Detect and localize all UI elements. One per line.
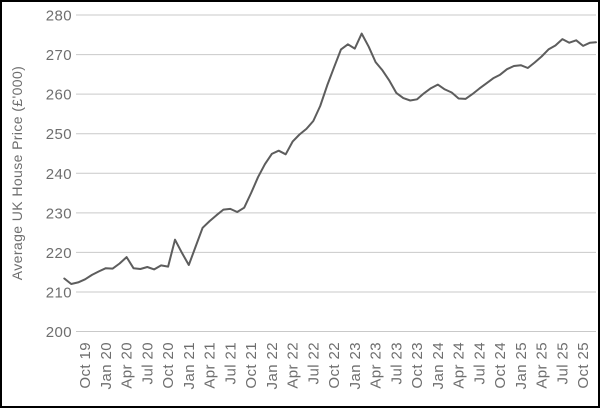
- x-axis-tick-labels: Oct 19 Jan 20 Apr 20 Jul 20 Oct 20 Jan 21 Apr …: [77, 342, 592, 389]
- x-tick-label: Jan 22: [264, 342, 281, 389]
- x-tick-label: Jul 20: [139, 342, 156, 384]
- y-axis-tick-labels: 280 270 260 250 240 230 220 210 200: [46, 8, 72, 342]
- x-tick-label: Jul 23: [388, 342, 405, 384]
- y-axis-title: Average UK House Price (£'000): [9, 66, 25, 280]
- y-tick-label: 230: [46, 205, 72, 222]
- x-tick-label: Jan 21: [181, 342, 198, 389]
- x-tick-label: Oct 19: [77, 342, 94, 389]
- y-tick-label: 260: [46, 87, 72, 104]
- x-tick-label: Jan 24: [430, 342, 447, 389]
- y-tick-label: 240: [46, 166, 72, 183]
- y-tick-label: 220: [46, 245, 72, 262]
- x-tick-label: Jul 24: [471, 342, 488, 384]
- y-tick-label: 200: [46, 324, 72, 341]
- x-tick-label: Apr 23: [368, 342, 385, 389]
- x-tick-label: Jan 25: [513, 342, 530, 389]
- y-tick-label: 210: [46, 284, 72, 301]
- x-tick-label: Apr 20: [119, 342, 136, 389]
- gridlines: [76, 14, 596, 333]
- x-tick-label: Apr 22: [285, 342, 302, 389]
- x-tick-label: Jul 22: [305, 342, 322, 384]
- x-tick-label: Jul 25: [554, 342, 571, 384]
- x-tick-label: Oct 22: [326, 342, 343, 389]
- y-tick-label: 250: [46, 126, 72, 143]
- y-tick-label: 270: [46, 47, 72, 64]
- x-tick-label: Apr 21: [202, 342, 219, 389]
- price-line-series: [63, 32, 597, 285]
- x-tick-label: Oct 21: [243, 342, 260, 389]
- x-tick-label: Oct 25: [575, 342, 592, 389]
- y-tick-label: 280: [46, 8, 72, 25]
- x-tick-label: Oct 20: [160, 342, 177, 389]
- x-tick-label: Apr 25: [534, 342, 551, 389]
- x-tick-label: Oct 23: [409, 342, 426, 389]
- x-tick-label: Oct 24: [492, 342, 509, 389]
- x-tick-label: Apr 24: [451, 342, 468, 389]
- x-tick-label: Jan 23: [347, 342, 364, 389]
- x-tick-label: Jul 21: [222, 342, 239, 384]
- x-tick-label: Jan 20: [98, 342, 115, 389]
